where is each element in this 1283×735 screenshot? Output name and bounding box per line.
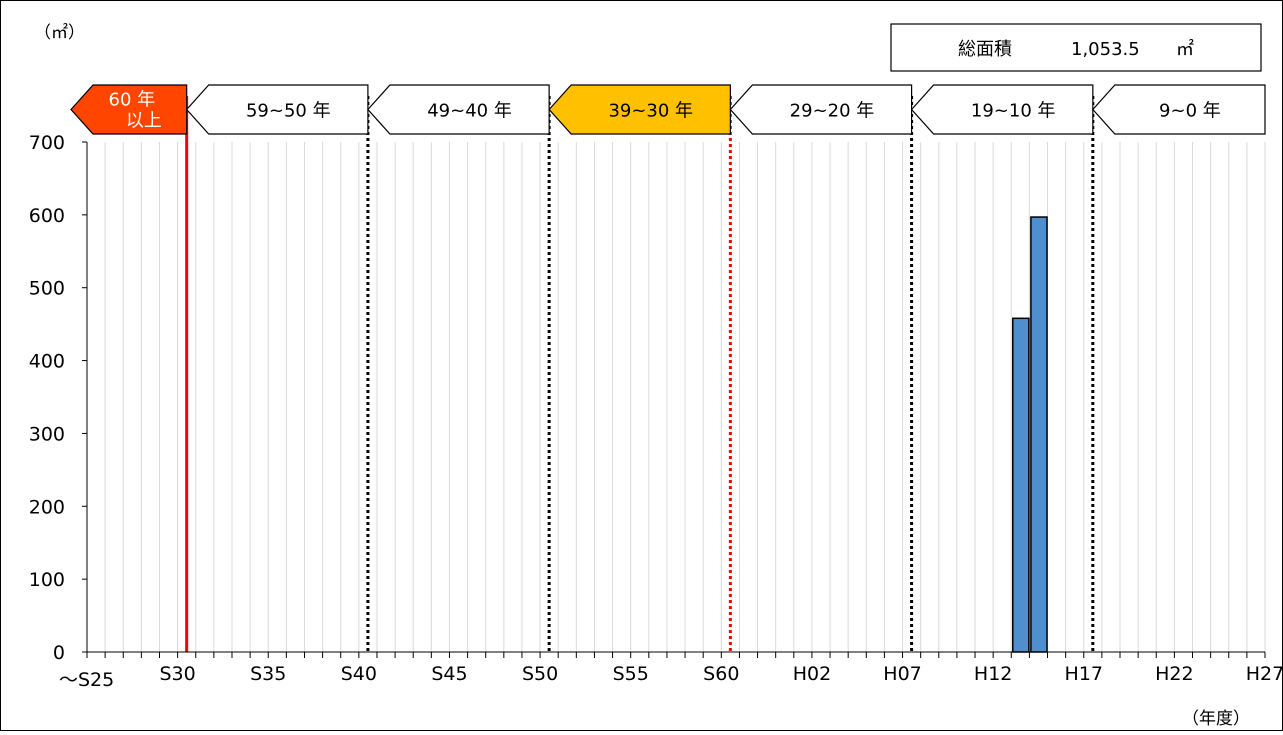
x-tick-label: H22 [1155, 663, 1193, 685]
age-band-banner: 60 年以上 [70, 84, 188, 135]
x-tick-label: H17 [1065, 663, 1103, 685]
age-band-banners: 60 年以上 59~50 年 49~40 年 39~30 年 29~20 年 19~10 … [70, 84, 1266, 135]
total-area-label: 総面積 [958, 39, 1012, 60]
x-tick-label: S50 [522, 663, 558, 685]
bar [1030, 216, 1048, 653]
total-area-value: 1,053.5 [1071, 39, 1140, 60]
y-tick-label: 500 [29, 278, 65, 300]
age-band-banner: 29~20 年 [729, 84, 913, 135]
age-band-banner: 9~0 年 [1092, 84, 1266, 135]
bar [1012, 317, 1030, 653]
y-tick-label: 200 [29, 496, 65, 518]
x-tick-label: H02 [793, 663, 831, 685]
age-band-arrow [1092, 84, 1266, 135]
x-tick-label: S30 [159, 663, 195, 685]
age-band-dividers [185, 96, 1095, 652]
total-area-unit: ㎡ [1176, 38, 1194, 60]
age-band-label: 29~20 年 [790, 101, 875, 122]
y-tick-label: 300 [29, 423, 65, 445]
x-tick-label: S40 [341, 663, 377, 685]
age-band-label: 39~30 年 [608, 101, 693, 122]
x-unit-label: （年度） [1182, 709, 1250, 729]
x-tick-label: S55 [613, 663, 649, 685]
total-area-box: 総面積 1,053.5 ㎡ [890, 23, 1262, 72]
x-tick-label: S60 [703, 663, 739, 685]
age-band-banner: 39~30 年 [548, 84, 731, 135]
y-unit-label: （㎡） [34, 23, 85, 43]
bars [1012, 216, 1048, 653]
grid-lines [104, 142, 1266, 652]
y-tick-label: 700 [29, 132, 65, 154]
age-band-banner: 19~10 年 [910, 84, 1094, 135]
x-tick-label: S35 [250, 663, 286, 685]
y-tick-label: 0 [53, 642, 65, 664]
age-band-label: 60 年 [109, 90, 156, 111]
age-band-label: 59~50 年 [246, 101, 331, 122]
age-band-banner: 59~50 年 [185, 84, 369, 135]
y-tick-label: 400 [29, 351, 65, 373]
x-tick-label: H27 [1246, 663, 1283, 685]
age-band-label: 19~10 年 [971, 101, 1056, 122]
age-band-label: 以上 [126, 111, 162, 132]
x-tick-label: H07 [883, 663, 921, 685]
y-tick-label: 600 [29, 205, 65, 227]
x-tick-label: H12 [974, 663, 1012, 685]
age-band-label: 9~0 年 [1159, 101, 1221, 122]
age-band-banner: 49~40 年 [367, 84, 550, 135]
age-band-label: 49~40 年 [427, 101, 512, 122]
x-tick-label: S45 [431, 663, 467, 685]
axes: 0 100 200 300 400 500 600 700 ～S25 S30 S35 S40 S45 S5… [29, 132, 1283, 691]
x-tick-label: ～S25 [59, 669, 114, 691]
y-tick-label: 100 [29, 569, 65, 591]
